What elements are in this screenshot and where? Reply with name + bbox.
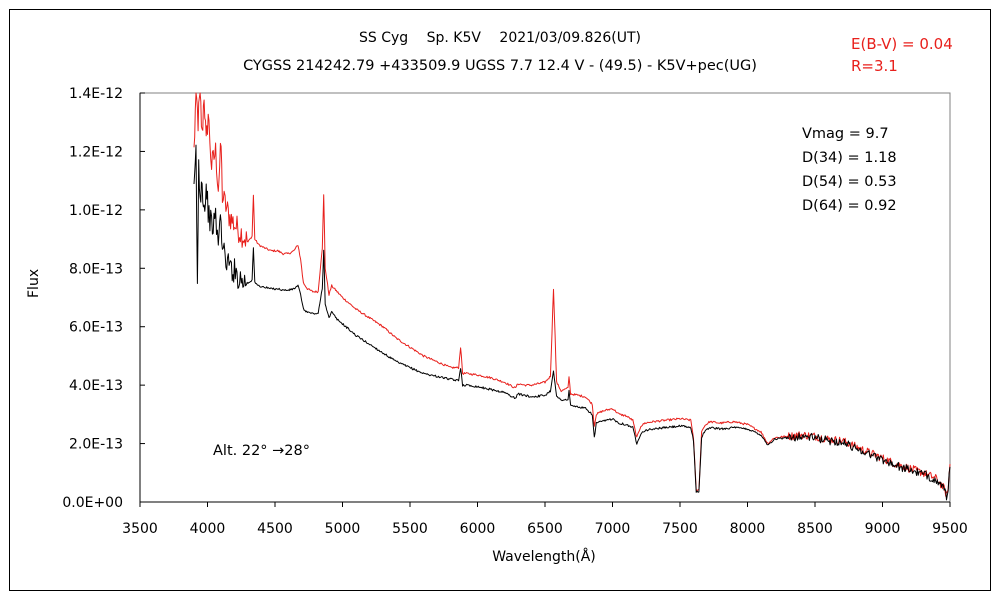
y-axis-label: Flux	[26, 268, 42, 298]
x-tick-label: 7500	[662, 521, 698, 537]
x-tick-label: 8000	[730, 521, 766, 537]
r-value: R=3.1	[851, 57, 898, 75]
vmag-value: Vmag = 9.7	[802, 126, 889, 142]
d64-value: D(64) = 0.92	[802, 198, 897, 214]
y-tick-label: 6.0E-13	[69, 320, 123, 336]
x-tick-label: 3500	[122, 521, 158, 537]
x-tick-label: 9000	[865, 521, 901, 537]
series-layer	[193, 92, 951, 501]
d34-value: D(34) = 1.18	[802, 150, 897, 166]
y-tick-label: 1.0E-12	[69, 203, 123, 219]
chart-title: SS Cyg Sp. K5V 2021/03/09.826(UT)	[359, 30, 641, 46]
y-tick-label: 0.0E+00	[62, 495, 123, 511]
x-tick-label: 6500	[527, 521, 563, 537]
y-tick-label: 2.0E-13	[69, 437, 123, 453]
y-tick-label: 1.2E-12	[69, 144, 123, 160]
y-tick-label: 1.4E-12	[69, 86, 123, 102]
chart-frame	[9, 9, 991, 591]
ebv-value: E(B-V) = 0.04	[851, 35, 953, 53]
y-tick-label: 8.0E-13	[69, 261, 123, 277]
photometry-annotation: Vmag = 9.7 D(34) = 1.18 D(54) = 0.53 D(6…	[802, 122, 897, 218]
series-line-dereddened-spectrum	[193, 92, 951, 497]
d54-value: D(54) = 0.53	[802, 174, 897, 190]
x-axis-label: Wavelength(Å)	[492, 549, 596, 565]
chart-subtitle: CYGSS 214242.79 +433509.9 UGSS 7.7 12.4 …	[243, 58, 757, 74]
x-tick-label: 8500	[797, 521, 833, 537]
axes: 0.0E+00 2.0E-13 4.0E-13 6.0E-13 8.0E-13 1.0E-…	[62, 86, 967, 537]
series-line-observed-spectrum	[193, 144, 951, 501]
x-tick-label: 7000	[595, 521, 631, 537]
x-tick-label: 4000	[190, 521, 226, 537]
x-tick-label: 5000	[325, 521, 361, 537]
altitude-annotation: Alt. 22° →28°	[213, 443, 311, 459]
x-tick-label: 9500	[932, 521, 968, 537]
x-tick-label: 4500	[257, 521, 293, 537]
x-tick-label: 5500	[392, 521, 428, 537]
reddening-annotation: E(B-V) = 0.04 R=3.1	[851, 33, 953, 77]
x-tick-label: 6000	[460, 521, 496, 537]
y-tick-label: 4.0E-13	[69, 378, 123, 394]
